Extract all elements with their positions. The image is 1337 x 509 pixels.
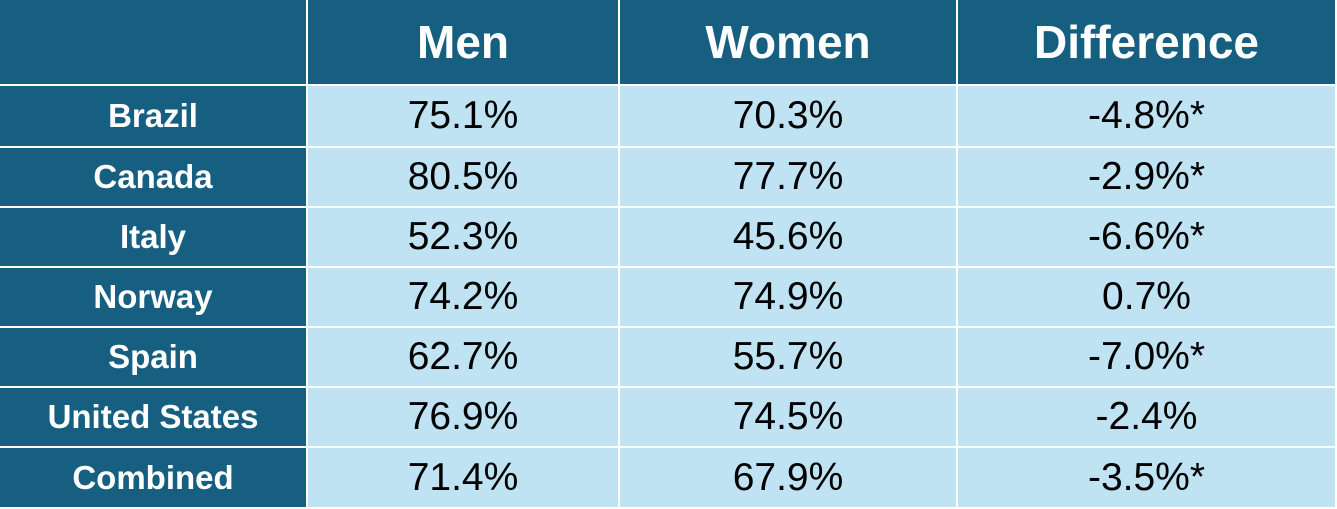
value-cell: 52.3% <box>308 208 620 268</box>
value-cell: 74.2% <box>308 268 620 328</box>
row-label: Italy <box>0 208 308 268</box>
row-label: Brazil <box>0 86 308 148</box>
value-cell: 62.7% <box>308 328 620 388</box>
column-header: Difference <box>958 0 1337 86</box>
value-cell: -2.4% <box>958 388 1337 448</box>
value-cell: 70.3% <box>620 86 958 148</box>
row-label: Canada <box>0 148 308 208</box>
column-header: Women <box>620 0 958 86</box>
row-label: United States <box>0 388 308 448</box>
column-header: Men <box>308 0 620 86</box>
row-label: Spain <box>0 328 308 388</box>
value-cell: 76.9% <box>308 388 620 448</box>
value-cell: 55.7% <box>620 328 958 388</box>
value-cell: 45.6% <box>620 208 958 268</box>
row-label: Norway <box>0 268 308 328</box>
value-cell: 77.7% <box>620 148 958 208</box>
value-cell: 80.5% <box>308 148 620 208</box>
value-cell: -2.9%* <box>958 148 1337 208</box>
value-cell: -3.5%* <box>958 448 1337 509</box>
value-cell: 0.7% <box>958 268 1337 328</box>
value-cell: 74.5% <box>620 388 958 448</box>
value-cell: 74.9% <box>620 268 958 328</box>
value-cell: -6.6%* <box>958 208 1337 268</box>
value-cell: -7.0%* <box>958 328 1337 388</box>
corner-cell <box>0 0 308 86</box>
value-cell: 71.4% <box>308 448 620 509</box>
value-cell: 75.1% <box>308 86 620 148</box>
row-label: Combined <box>0 448 308 509</box>
value-cell: 67.9% <box>620 448 958 509</box>
value-cell: -4.8%* <box>958 86 1337 148</box>
